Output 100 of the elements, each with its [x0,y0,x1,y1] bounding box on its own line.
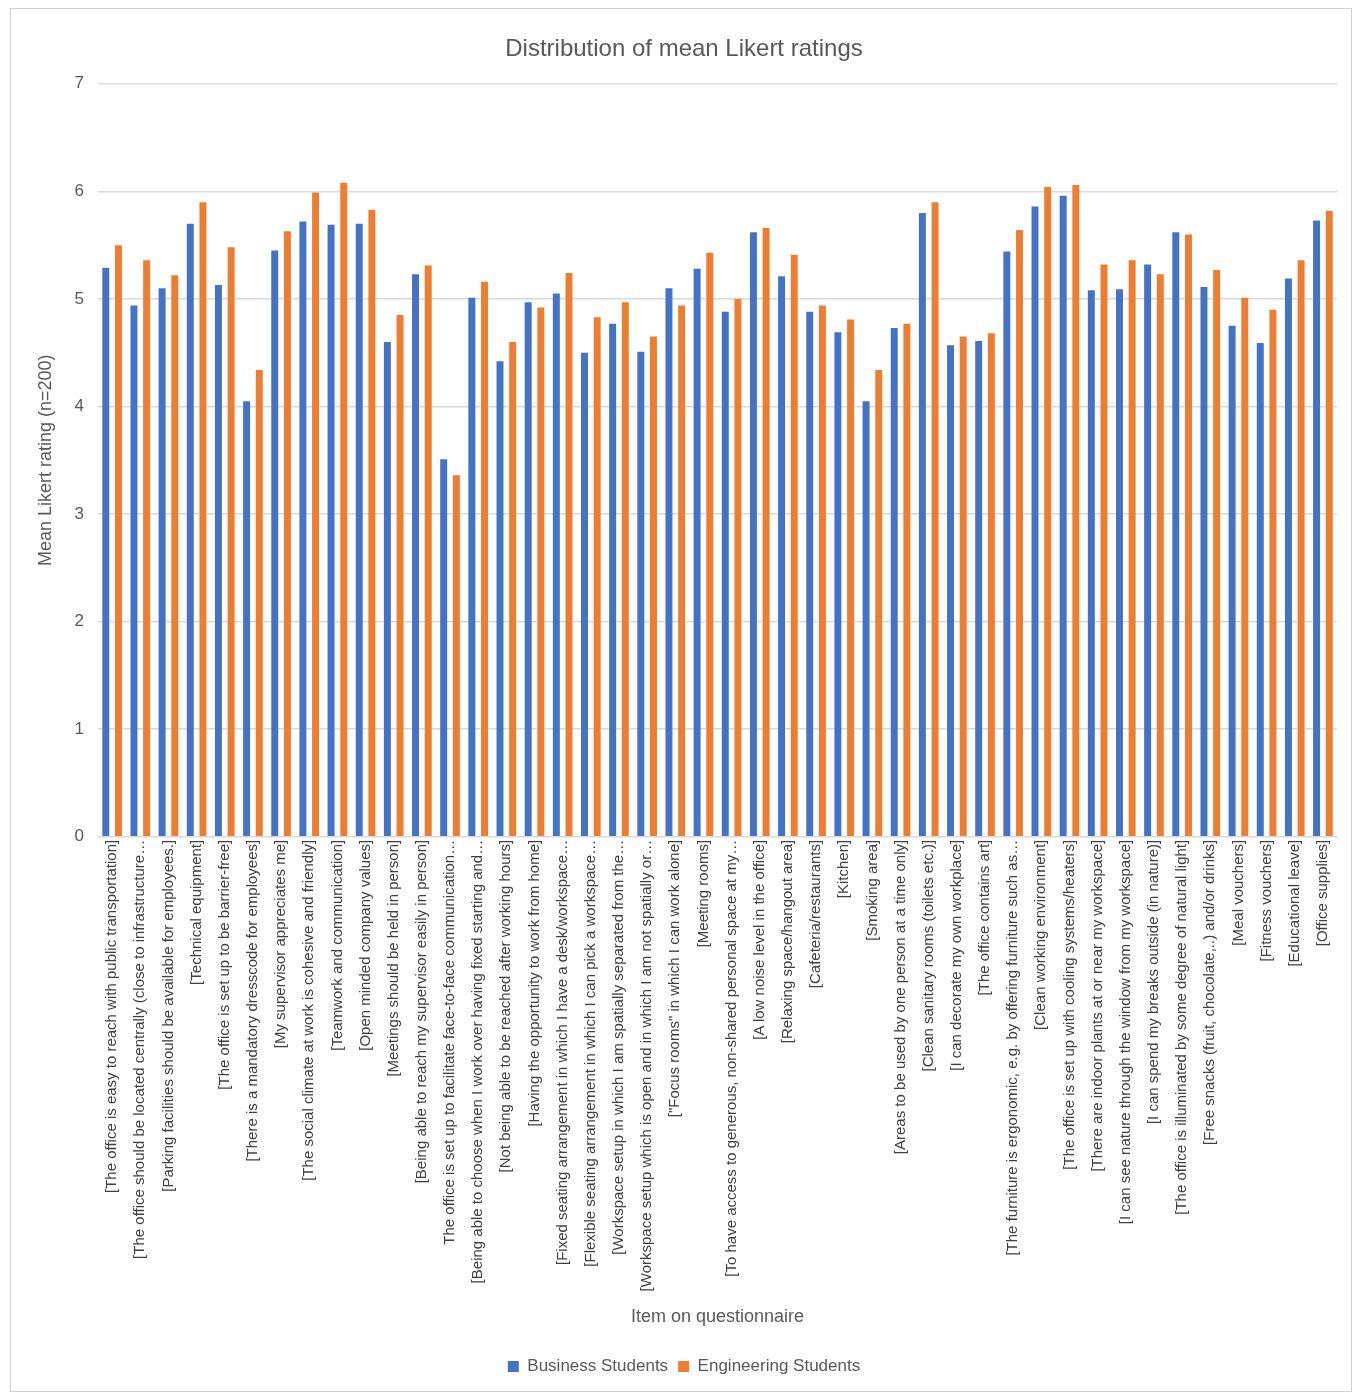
bar [412,274,420,837]
bar [947,345,955,837]
y-tick-label: 2 [74,611,85,631]
bar [678,305,686,837]
bar [1269,309,1277,837]
bar [114,245,122,837]
chart-title: Distribution of mean Likert ratings [505,34,863,62]
x-tick-label: [Not being able to be reached after working hours] [496,839,514,1173]
bar [1256,343,1264,837]
bar [903,323,911,837]
bar [186,223,194,837]
bar [1200,287,1208,837]
bar [665,288,673,837]
bar [383,341,391,837]
bar [649,336,657,837]
y-tick-label: 6 [74,181,85,201]
bar [171,275,179,837]
x-tick-label: [The social climate at work is cohesive and friendly] [299,839,317,1181]
bar [834,332,842,837]
bar [862,401,870,837]
x-tick-label: [Relaxing space/hangout area] [778,839,796,1044]
bar [1213,269,1221,837]
bar [790,254,798,837]
x-tick-label: [Being able to reach my supervisor easily in person] [412,839,430,1184]
bar [468,297,476,837]
bar [749,232,757,837]
x-tick-label: [The furniture is ergonomic, e.g. by offering furniture such as… [1003,839,1021,1256]
bar [396,315,404,837]
bar [975,340,983,837]
bar [199,202,207,837]
bar [847,319,855,837]
bar [918,212,926,837]
x-tick-label: [Cafeteria/restaurants] [806,839,824,989]
x-tick-label: [Office supplies] [1313,839,1331,947]
bar [806,311,814,837]
bar [227,247,235,837]
bar [524,302,532,837]
bar [890,327,898,837]
bar [214,284,222,837]
bar [509,341,517,837]
bar [1228,325,1236,837]
bar [355,223,363,837]
x-tick-label: [Technical equipment] [186,839,204,985]
bar [734,298,742,837]
x-tick-label: [Clean sanitary rooms (toilets etc.)] [918,839,936,1072]
x-tick-label: [The office is easy to reach with public transportation] [102,839,120,1194]
bar [312,192,320,837]
x-tick-label: [Free snacks (fruit, chocolate,..) and/or drinks] [1200,839,1218,1145]
bar [158,288,166,837]
x-tick-label: [Clean working environment] [1031,839,1049,1030]
bar [130,305,138,837]
bar [1116,289,1123,837]
x-tick-label: [Parking facilities should be available for employees.] [158,839,176,1192]
y-tick-label: 1 [74,718,85,738]
x-tick-label: [Fixed seating arrangement in which I have a desk/workspace… [552,839,570,1266]
bar [987,333,995,837]
x-tick-label: [Kitchen] [834,839,852,899]
bar [1072,184,1080,837]
y-tick-label: 7 [74,73,85,93]
x-tick-label: [I can see nature through the window from my workspace] [1115,839,1133,1225]
x-tick-label: [Fitness vouchers] [1256,839,1274,962]
bar [1325,210,1333,837]
bar [424,265,432,837]
bar [271,250,279,837]
legend-label: Engineering Students [697,1356,861,1376]
y-tick-label: 3 [74,503,85,523]
bar [931,202,939,837]
bar [593,317,601,837]
x-tick-label: [The office is illuminated by some degree of natural light] [1172,839,1190,1215]
bar [1172,232,1180,837]
bar [1016,230,1024,837]
bar [818,305,826,837]
x-tick-label: [Workspace setup in which I am spatially separated from the… [609,839,627,1255]
x-tick-label: [Areas to be used by one person at a time only] [890,839,908,1155]
y-tick-label: 4 [74,396,85,416]
bar [609,323,617,837]
bar [452,475,460,837]
bar [721,311,729,837]
bar [1313,220,1321,837]
bar [1144,264,1152,837]
bar [327,224,335,837]
legend-label: Business Students [527,1356,669,1376]
bar [762,227,770,837]
x-axis-title: Item on questionnaire [630,1306,805,1327]
bar [693,268,701,837]
x-tick-label: [The office should be located centrally (close to infrastructure… [130,839,148,1259]
bar [340,182,348,837]
bar [1284,278,1292,837]
bar [537,307,545,837]
x-tick-label: [There are indoor plants at or near my workspace] [1087,839,1105,1172]
bar [255,369,263,837]
x-tick-label: [The office is set up with cooling systems/heaters] [1059,839,1077,1170]
x-tick-label: [Meetings should be held in person] [383,839,401,1077]
x-tick-label: The office is set up to facilitate face-to-face communication… [440,839,458,1245]
bar [1184,234,1192,837]
x-tick-label: [Meal vouchers] [1228,839,1246,946]
x-tick-label: [Open minded company values] [355,839,373,1051]
bar [875,369,883,837]
bar [283,231,291,837]
bar [706,252,714,837]
